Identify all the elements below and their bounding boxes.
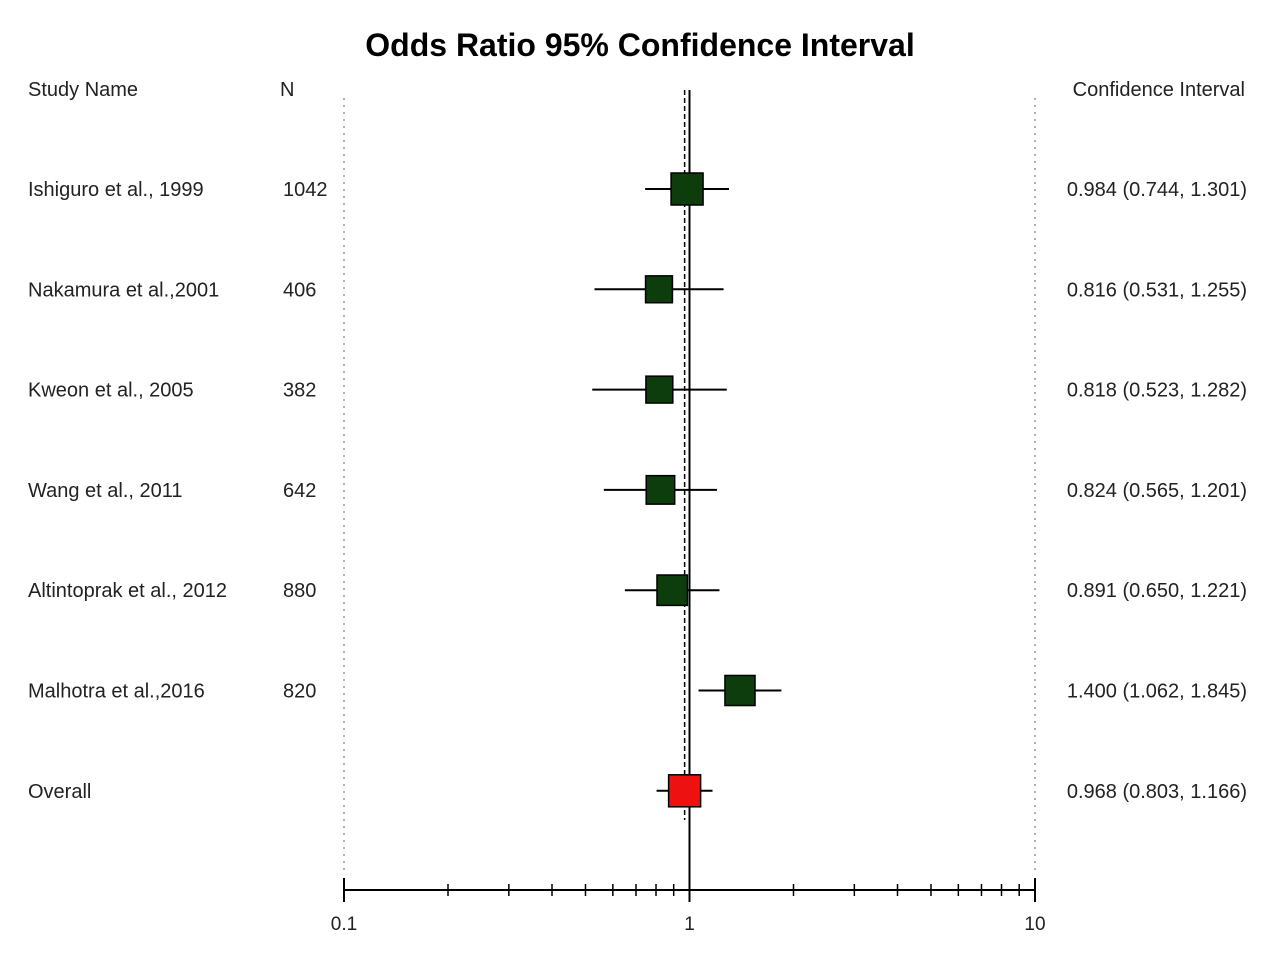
- x-tick-label: 10: [1024, 914, 1045, 935]
- study-row: Wang et al., 2011 642 0.824 (0.565, 1.201): [28, 474, 1247, 505]
- study-ci-text: 1.400 (1.062, 1.845): [1067, 681, 1247, 703]
- chart-title: Odds Ratio 95% Confidence Interval: [365, 27, 914, 63]
- study-marker: [645, 474, 676, 505]
- study-marker: [670, 172, 704, 206]
- header-n: N: [280, 79, 294, 101]
- study-n: 880: [283, 580, 316, 602]
- header-study-name: Study Name: [28, 79, 138, 101]
- study-ci-text: 0.891 (0.650, 1.221): [1067, 580, 1247, 602]
- study-n: 1042: [283, 179, 328, 201]
- study-name: Wang et al., 2011: [28, 480, 183, 502]
- study-rows: Ishiguro et al., 1999 1042 0.984 (0.744, 1…: [28, 172, 1247, 808]
- study-name: Kweon et al., 2005: [28, 380, 194, 402]
- study-ci-text: 0.818 (0.523, 1.282): [1067, 380, 1247, 402]
- study-marker: [645, 375, 674, 404]
- study-ci-text: 0.816 (0.531, 1.255): [1067, 279, 1247, 301]
- study-n: 406: [283, 279, 316, 301]
- study-ci-text: 0.824 (0.565, 1.201): [1067, 480, 1247, 502]
- study-n: 820: [283, 681, 316, 703]
- study-name: Nakamura et al.,2001: [28, 279, 219, 301]
- study-marker: [656, 574, 689, 607]
- header-confidence-interval: Confidence Interval: [1073, 79, 1245, 101]
- study-row: Nakamura et al.,2001 406 0.816 (0.531, 1.2…: [28, 275, 1247, 304]
- study-marker: [644, 275, 674, 304]
- study-name: Malhotra et al.,2016: [28, 681, 205, 703]
- x-tick-label: 0.1: [331, 914, 357, 935]
- study-name: Ishiguro et al., 1999: [28, 179, 204, 201]
- x-axis: 0.1 1 10: [331, 878, 1046, 935]
- study-row: Malhotra et al.,2016 820 1.400 (1.062, 1.8…: [28, 674, 1247, 707]
- x-tick-label: 1: [684, 914, 695, 935]
- overall-marker: [667, 774, 702, 808]
- study-row: Ishiguro et al., 1999 1042 0.984 (0.744, 1…: [28, 172, 1247, 206]
- study-name: Altintoprak et al., 2012: [28, 580, 227, 602]
- overall-row: Overall 0.968 (0.803, 1.166): [28, 774, 1247, 808]
- study-n: 382: [283, 380, 316, 402]
- study-marker: [724, 674, 756, 707]
- overall-ci-text: 0.968 (0.803, 1.166): [1067, 781, 1247, 803]
- study-n: 642: [283, 480, 316, 502]
- overall-label: Overall: [28, 781, 91, 803]
- study-row: Kweon et al., 2005 382 0.818 (0.523, 1.282…: [28, 375, 1247, 404]
- study-row: Altintoprak et al., 2012 880 0.891 (0.650,…: [28, 574, 1247, 607]
- study-ci-text: 0.984 (0.744, 1.301): [1067, 179, 1247, 201]
